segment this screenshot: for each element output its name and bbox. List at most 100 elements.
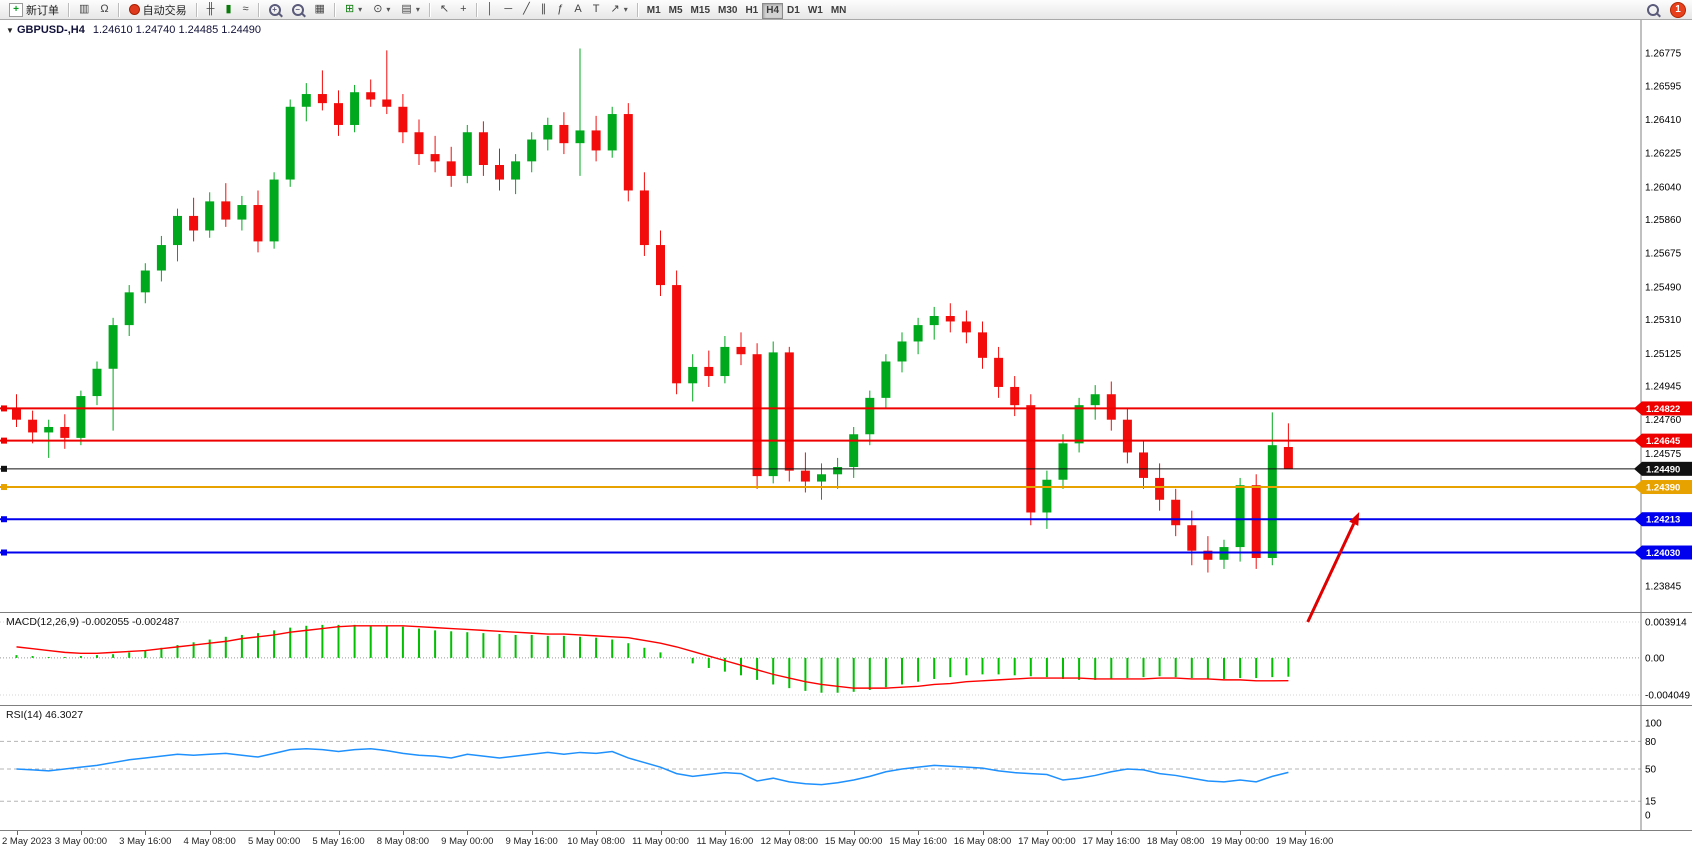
new-chart-button[interactable]: ⊞ ▾ — [340, 1, 367, 18]
candlestick-chart-button[interactable]: ▮ — [220, 1, 236, 18]
bar-chart-icon: ╫ — [206, 3, 215, 15]
candle-body — [205, 201, 215, 231]
chevron-down-icon: ▾ — [386, 5, 391, 14]
candle-body — [1251, 485, 1261, 558]
time-axis-tick — [338, 831, 340, 835]
time-axis-label: 19 May 00:00 — [1211, 836, 1269, 847]
macd-axis-label: -0.004049 — [1645, 691, 1690, 702]
template-button[interactable]: ▤ ▾ — [396, 1, 424, 18]
fibonacci-tool-button[interactable]: ƒ — [552, 1, 568, 18]
notification-badge[interactable]: 1 — [1670, 1, 1686, 18]
time-axis-label: 18 May 08:00 — [1146, 836, 1205, 847]
symbol-dropdown-icon[interactable]: ▼ — [6, 26, 14, 35]
time-axis-label: 15 May 00:00 — [824, 836, 883, 847]
candle-body — [446, 161, 456, 176]
timeframe-button-m1[interactable]: M1 — [643, 3, 665, 19]
new-order-button[interactable]: + 新订单 — [4, 1, 64, 18]
candle-body — [833, 467, 843, 475]
price-tag-notch — [1634, 401, 1642, 416]
price-axis-label: 1.26775 — [1645, 49, 1682, 60]
price-chart-panel[interactable]: 1.26775 1.26595 1.26410 1.26225 1.26040 1.258… — [0, 20, 1692, 612]
line-left-anchor — [1, 484, 7, 491]
bar-chart-button[interactable]: ╫ — [202, 1, 220, 18]
candle-body — [1267, 445, 1277, 558]
candle-body — [189, 215, 199, 231]
trendline-tool-button[interactable]: ╱ — [518, 1, 535, 18]
candle-body — [929, 316, 939, 326]
candle-body — [1187, 525, 1197, 551]
line-left-anchor — [1, 549, 7, 556]
line-chart-button[interactable]: ≈ — [238, 1, 254, 18]
time-axis-tick — [596, 831, 598, 835]
price-tag-label: 1.24390 — [1646, 483, 1680, 494]
rsi-axis-label: 15 — [1645, 797, 1657, 808]
time-axis-tick — [209, 831, 211, 835]
price-axis-label: 1.26225 — [1645, 149, 1682, 160]
toolbar-separator — [117, 2, 120, 17]
candle-body — [800, 470, 810, 482]
macd-panel[interactable]: 0.003914 0.00 -0.004049 — [0, 612, 1692, 705]
candle-body — [1058, 443, 1068, 480]
candle-body — [366, 92, 376, 100]
price-axis-label: 1.25125 — [1645, 349, 1682, 360]
time-axis-tick — [660, 831, 662, 835]
market-watch-button[interactable]: Ω — [95, 1, 113, 18]
price-axis-label: 1.26595 — [1645, 81, 1682, 92]
candle-body — [543, 124, 553, 140]
time-axis-label: 4 May 08:00 — [183, 836, 236, 847]
vertical-line-tool-button[interactable]: │ — [482, 1, 499, 18]
candle-body — [301, 94, 311, 107]
channel-tool-button[interactable]: ∥ — [536, 1, 552, 18]
timeframe-button-m30[interactable]: M30 — [714, 3, 741, 19]
arrow-tools-button[interactable]: ↗ ▾ — [606, 1, 633, 18]
text-icon: A — [574, 3, 582, 15]
timeframe-button-m15[interactable]: M15 — [687, 3, 714, 19]
autotrading-button[interactable]: 自动交易 — [124, 1, 192, 18]
candle-body — [1026, 405, 1036, 513]
text-label-tool-button[interactable]: T — [588, 1, 605, 18]
zoom-out-button[interactable]: − — [287, 1, 309, 18]
timeframe-button-h1[interactable]: H1 — [741, 3, 762, 19]
time-axis-tick — [1111, 831, 1113, 835]
time-axis-tick — [274, 831, 276, 835]
candle-body — [108, 325, 118, 369]
zoom-in-icon: + — [268, 3, 281, 16]
candle-body — [656, 245, 665, 286]
candle-body — [752, 354, 762, 477]
chart-window-icon: ▥ — [79, 3, 90, 15]
candle-body — [913, 325, 923, 342]
timeframe-button-h4[interactable]: H4 — [762, 2, 784, 19]
period-button[interactable]: ⊙ ▾ — [368, 1, 395, 18]
rsi-panel[interactable]: 100 80 50 15 0 — [0, 705, 1692, 830]
price-tag-label: 1.24645 — [1646, 436, 1681, 447]
time-axis-label: 9 May 00:00 — [441, 836, 494, 847]
candle-body — [285, 106, 295, 180]
candle-body — [575, 130, 585, 144]
horizontal-line-tool-button[interactable]: ─ — [499, 1, 517, 18]
cursor-tool-button[interactable]: ↖ — [435, 1, 454, 18]
zoom-in-button[interactable]: + — [264, 1, 286, 18]
candle-body — [28, 419, 38, 433]
candle-body — [60, 426, 70, 438]
tile-windows-button[interactable]: ▦ — [310, 1, 330, 18]
price-axis-label: 1.24945 — [1645, 382, 1682, 393]
search-button[interactable] — [1642, 1, 1664, 18]
candle-body — [1203, 550, 1213, 560]
timeframe-button-m5[interactable]: M5 — [665, 3, 687, 19]
price-tag — [1642, 461, 1692, 476]
candle-body — [639, 190, 649, 246]
timeframe-button-w1[interactable]: W1 — [804, 3, 827, 19]
candle-body — [704, 366, 714, 377]
text-tool-button[interactable]: A — [569, 1, 586, 18]
price-tag-label: 1.24213 — [1646, 515, 1680, 526]
timeframe-button-d1[interactable]: D1 — [783, 3, 804, 19]
chart-symbol-period: GBPUSD-,H4 — [16, 24, 85, 36]
price-axis-label: 1.25310 — [1645, 315, 1682, 326]
crosshair-tool-button[interactable]: + — [455, 1, 471, 18]
candle-body — [881, 361, 891, 398]
time-axis-label: 9 May 16:00 — [505, 836, 558, 847]
timeframe-button-mn[interactable]: MN — [827, 3, 851, 19]
candle-body — [607, 114, 617, 151]
candle-body — [1010, 386, 1020, 406]
chart-window-button[interactable]: ▥ — [74, 1, 94, 18]
